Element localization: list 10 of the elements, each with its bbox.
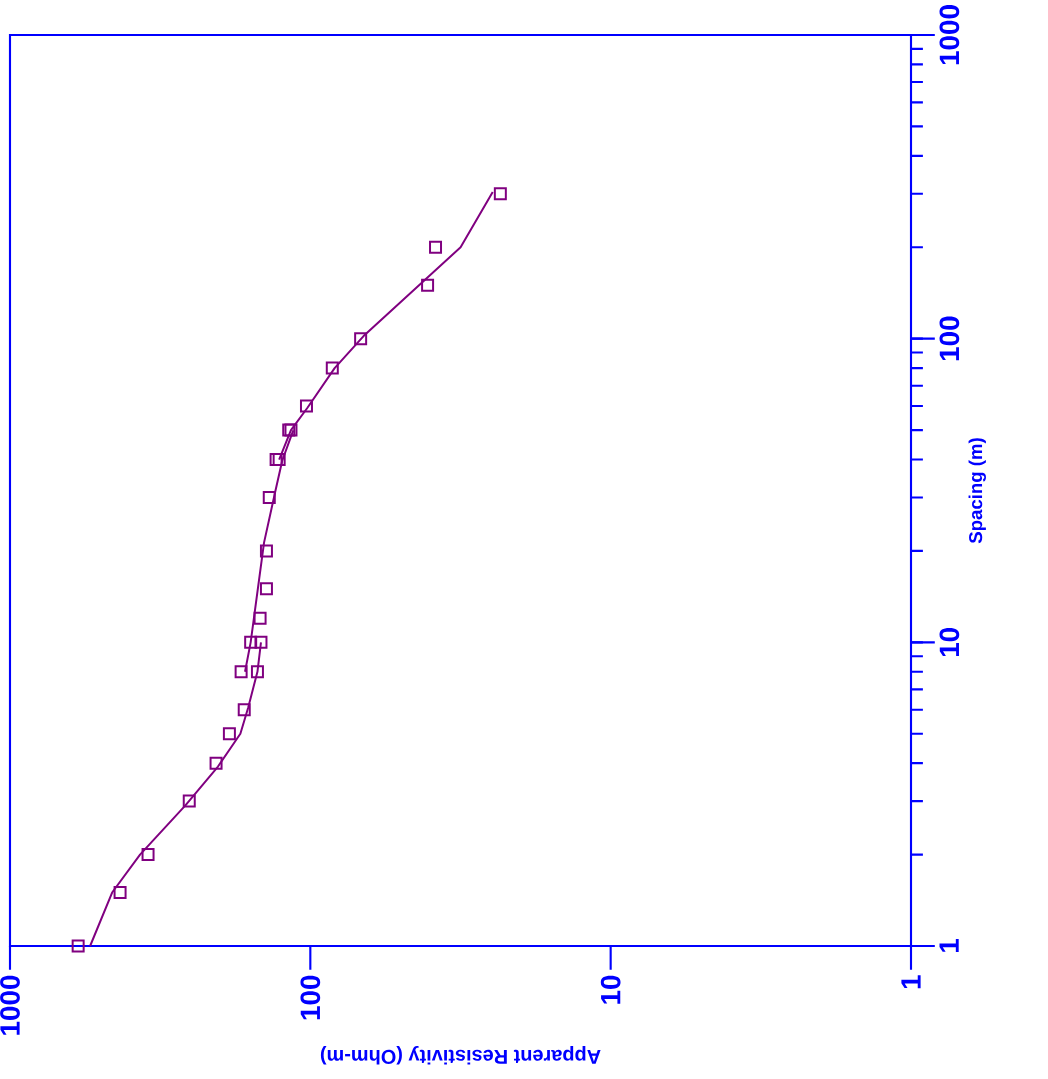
y-tick-label: 1	[939, 939, 959, 953]
y-tick-label: 1000	[939, 5, 960, 65]
x-tick-label: 10	[600, 975, 621, 1004]
x-tick-label: 1000	[0, 975, 20, 1035]
x-tick-label: 1	[901, 975, 921, 989]
x-axis-title: Apparent Resistivity (Ohm-m)	[320, 1045, 601, 1065]
y-tick-label: 100	[939, 316, 960, 361]
y-tick-label: 10	[939, 627, 960, 657]
x-tick-label: 100	[300, 975, 321, 1020]
y-axis-title: Spacing (m)	[968, 438, 986, 544]
